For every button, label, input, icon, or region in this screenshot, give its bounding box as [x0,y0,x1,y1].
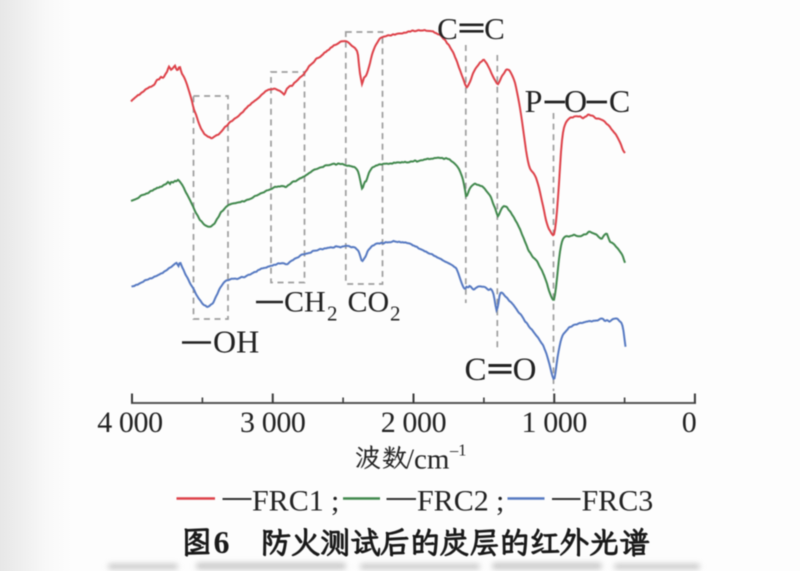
svg-text:P: P [525,83,543,119]
svg-text:2 000: 2 000 [381,406,447,439]
svg-text:0: 0 [682,406,697,439]
svg-text:C: C [464,352,486,388]
svg-text:/cm: /cm [406,444,450,476]
svg-text:O: O [513,352,537,388]
svg-text:2: 2 [327,302,338,326]
svg-text:3 000: 3 000 [240,406,306,439]
svg-text:6: 6 [214,524,230,560]
svg-text:O: O [564,83,587,119]
svg-text:FRC3: FRC3 [582,485,654,518]
svg-text:;: ; [496,485,504,518]
svg-text:C: C [437,11,458,46]
svg-text:CH: CH [284,286,326,319]
svg-text:;: ; [331,485,339,518]
svg-text:FRC2: FRC2 [417,485,489,518]
svg-text:C: C [609,83,630,119]
svg-text:–1: –1 [449,441,467,460]
svg-text:C: C [484,11,505,46]
svg-text:4 000: 4 000 [97,406,163,439]
svg-text:1 000: 1 000 [522,406,588,439]
svg-text:OH: OH [213,324,259,360]
svg-text:CO: CO [348,286,390,319]
svg-text:FRC1: FRC1 [252,485,324,518]
svg-text:2: 2 [390,302,401,326]
